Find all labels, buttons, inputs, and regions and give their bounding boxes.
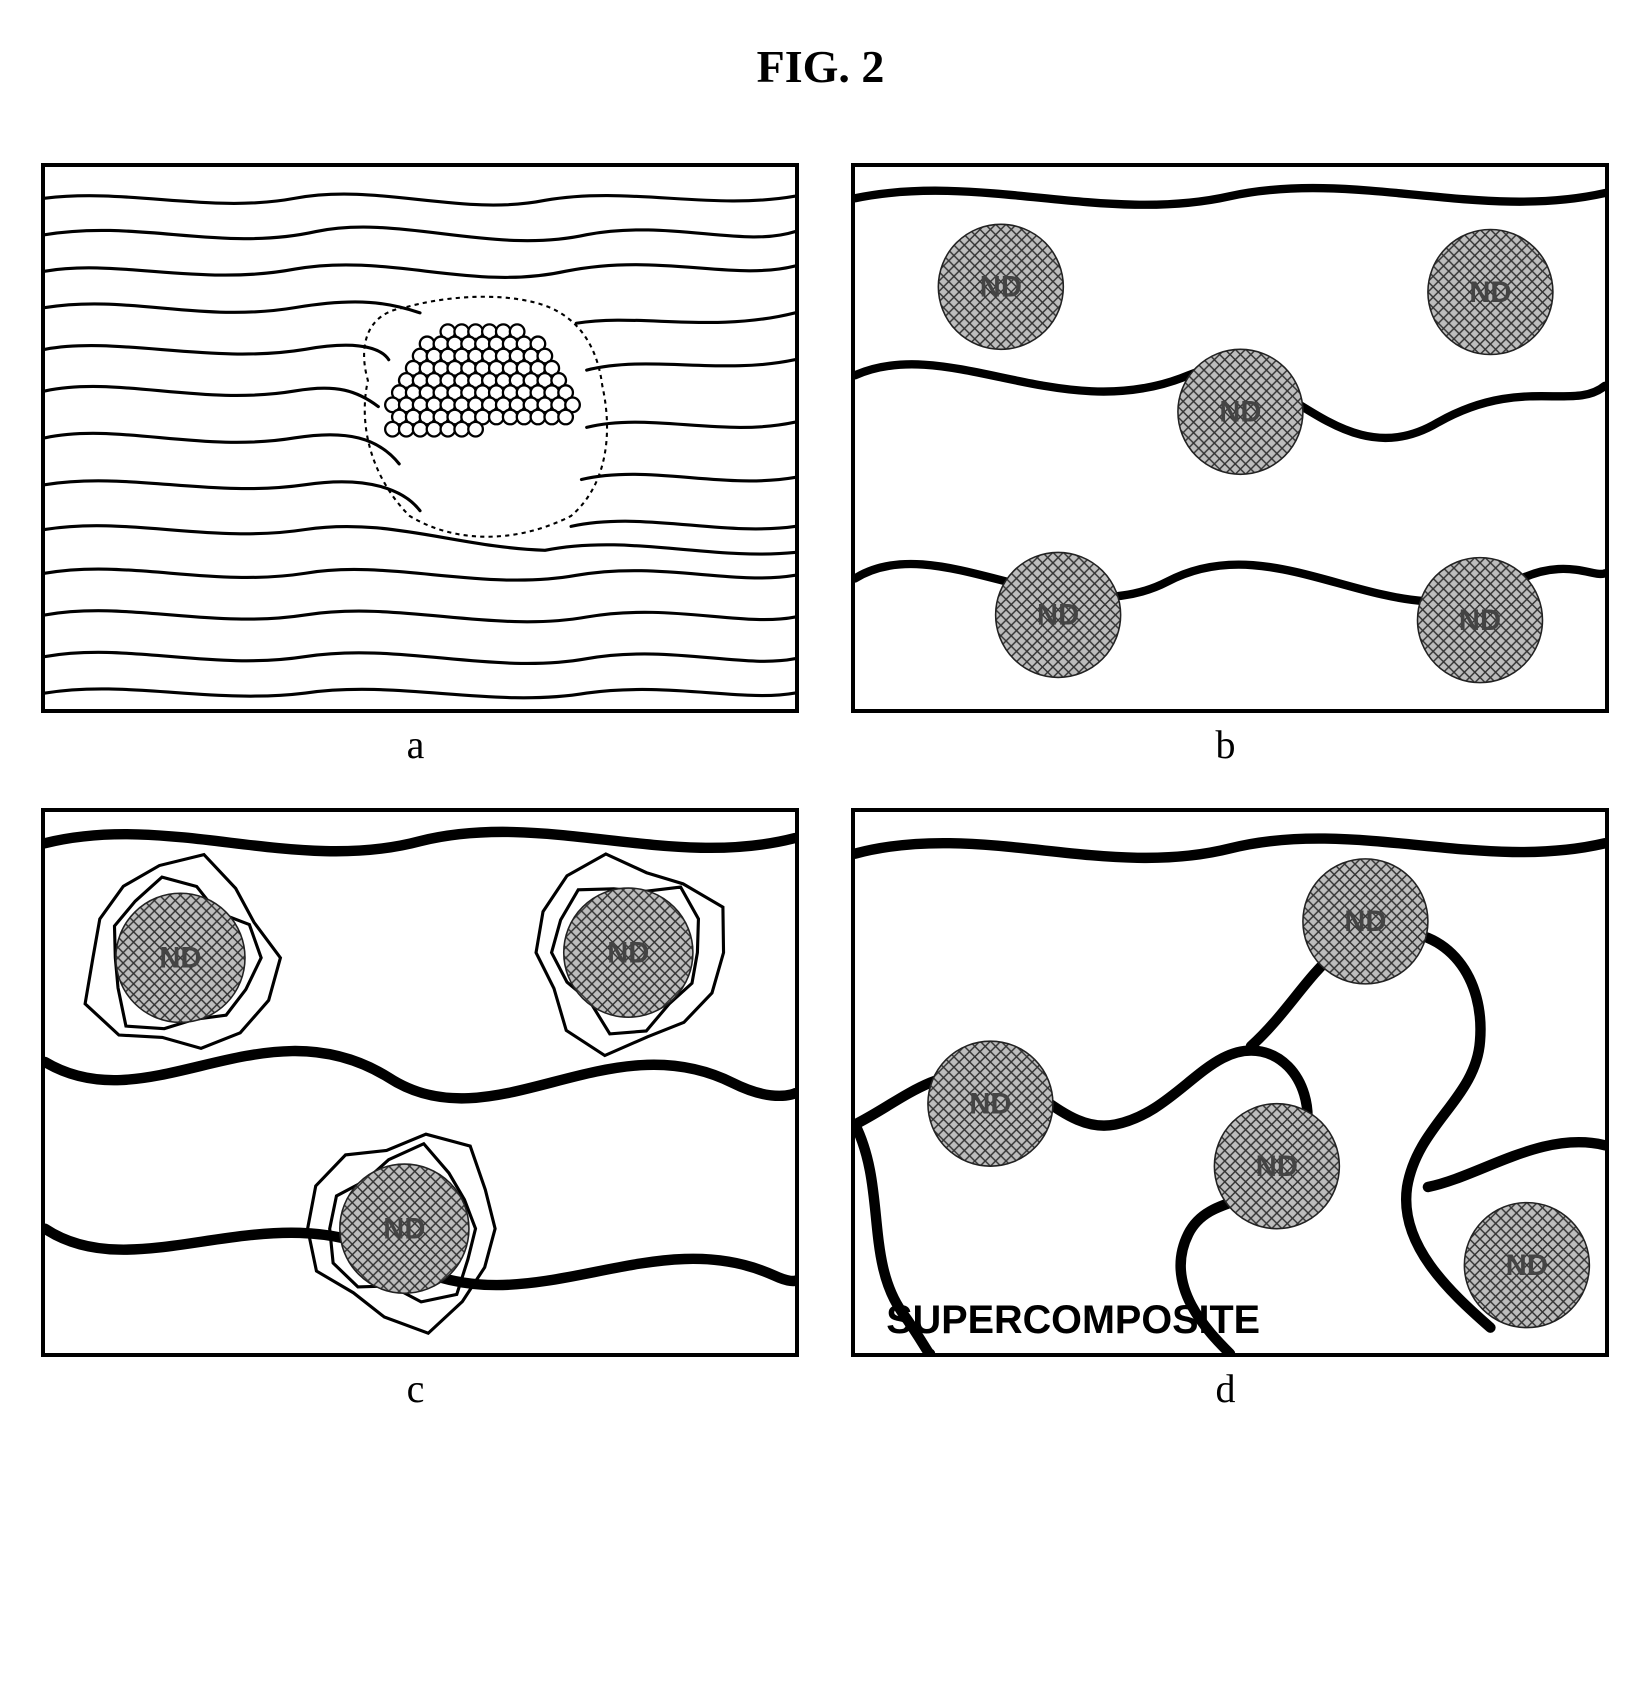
panel-d-caption: d <box>851 1365 1601 1412</box>
panel-d: ND ND ND ND SUPERCOMPOSITE <box>851 808 1609 1358</box>
svg-text:ND: ND <box>159 942 201 974</box>
figure-title: FIG. 2 <box>41 40 1601 93</box>
svg-text:ND: ND <box>979 272 1021 304</box>
panel-a <box>41 163 799 713</box>
svg-text:SUPERCOMPOSITE: SUPERCOMPOSITE <box>886 1297 1260 1341</box>
figure-grid: a ND ND ND ND ND b ND ND ND c ND ND ND ND SUPERCOM… <box>41 163 1601 1412</box>
panel-c: ND ND ND <box>41 808 799 1358</box>
svg-text:ND: ND <box>1469 277 1511 309</box>
panel-b-caption: b <box>851 721 1601 768</box>
panel-a-caption: a <box>41 721 791 768</box>
svg-text:ND: ND <box>969 1088 1011 1120</box>
svg-text:ND: ND <box>1219 397 1261 429</box>
svg-text:ND: ND <box>1255 1151 1297 1183</box>
svg-text:ND: ND <box>1505 1250 1547 1282</box>
svg-text:ND: ND <box>1037 600 1079 632</box>
svg-text:ND: ND <box>1458 605 1500 637</box>
panel-c-caption: c <box>41 1365 791 1412</box>
svg-text:ND: ND <box>1344 906 1386 938</box>
svg-text:ND: ND <box>383 1213 425 1245</box>
panel-b: ND ND ND ND ND <box>851 163 1609 713</box>
svg-text:ND: ND <box>607 937 649 969</box>
